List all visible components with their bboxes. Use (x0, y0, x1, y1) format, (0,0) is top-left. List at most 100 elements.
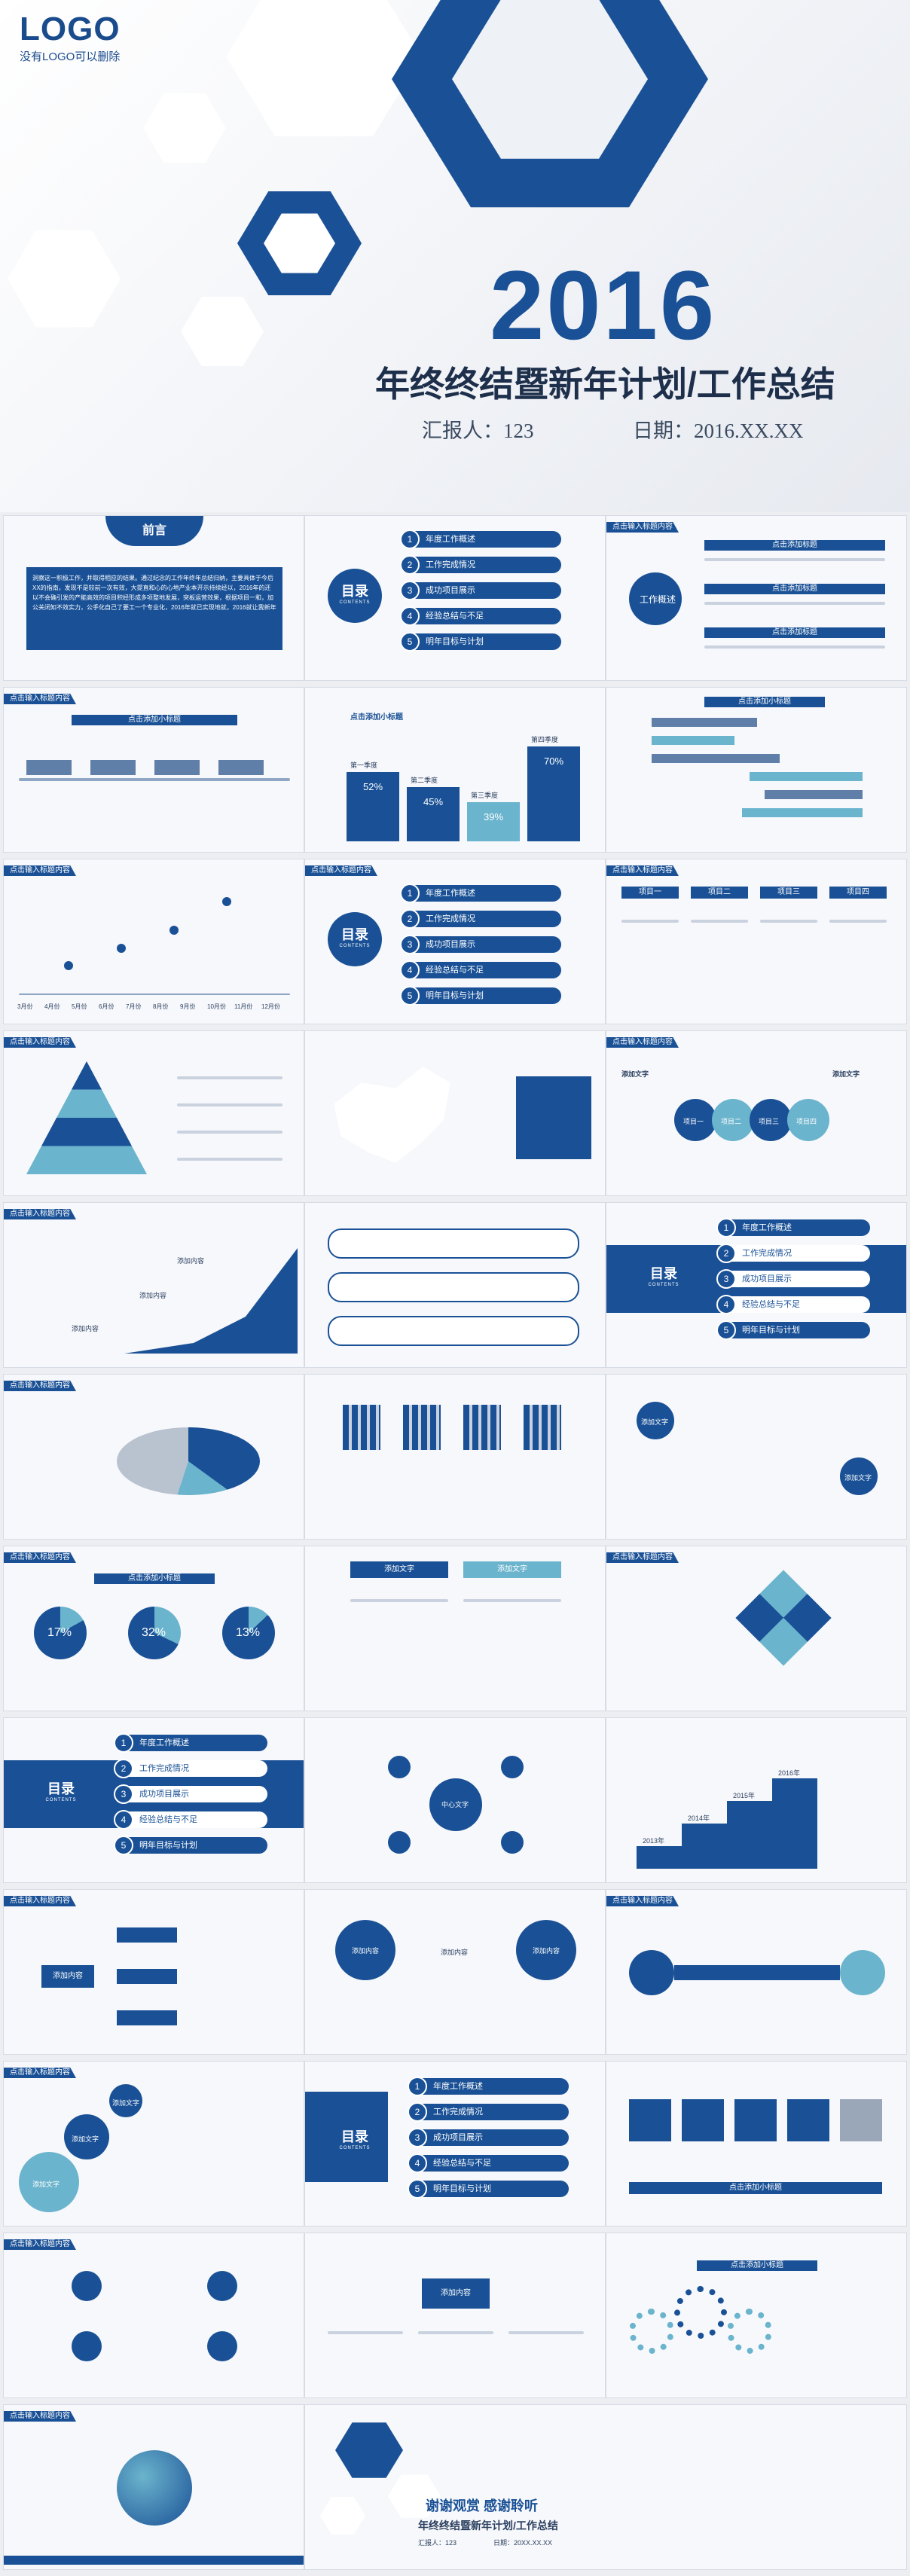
contents-item-1[interactable]: 1 年度工作概述 (716, 1218, 870, 1238)
circle-left-label: 添加内容 (352, 1947, 380, 1955)
chain-label-2: 项目二 (721, 1118, 742, 1125)
contents-item-4[interactable]: 4 经验总结与不足 (408, 2153, 569, 2173)
slide-icon-cards[interactable]: 点击添加小标题 (606, 2061, 907, 2227)
growth-label-2: 添加内容 (139, 1292, 167, 1299)
slide-center-diagram[interactable]: 中心文字 (304, 1717, 606, 1883)
slide-arrows[interactable]: 点击输入标题内容 (606, 1889, 907, 2055)
overview-text-1 (704, 558, 885, 561)
thanks-line-1: 谢谢观赏 感谢聆听 (426, 2498, 539, 2513)
contents-item-3[interactable]: 3 成功项目展示 (408, 2128, 569, 2147)
timeline-month-6: 8月份 (153, 1003, 169, 1010)
panel-text-2 (463, 1599, 561, 1602)
contents-item-2[interactable]: 2 工作完成情况 (400, 555, 561, 575)
overview-circle (629, 572, 682, 625)
pyramid-text-4 (177, 1158, 282, 1161)
contents-item-4[interactable]: 4 经验总结与不足 (400, 606, 561, 626)
slide-staircase[interactable]: 2013年 2014年 2015年 2016年 (606, 1717, 907, 1883)
timeline-month-4: 6月份 (99, 1003, 115, 1010)
slide-3d-pie[interactable]: 点击输入标题内容 (3, 1374, 304, 1540)
contents-item-5[interactable]: 5 明年目标与计划 (716, 1320, 870, 1340)
contents-item-5[interactable]: 5 明年目标与计划 (408, 2179, 569, 2199)
slide-branch-list[interactable]: 点击输入标题内容 添加内容 (3, 1889, 304, 2055)
date: 日期：2016.XX.XX (633, 420, 804, 442)
contents-item-1[interactable]: 1 年度工作概述 (400, 884, 561, 903)
thanks-line-2: 年终终结暨新年计划/工作总结 (418, 2520, 558, 2532)
thanks-hex-1 (335, 2422, 403, 2478)
pyramid-text-2 (177, 1103, 282, 1106)
contents-item-3[interactable]: 3 成功项目展示 (400, 581, 561, 600)
contents-item-5[interactable]: 5 明年目标与计划 (114, 1836, 267, 1855)
slide-contents-3[interactable]: 目录 CONTENTS 1 年度工作概述 2 工作完成情况 3 成功项目展示 4 经验总结… (606, 1202, 907, 1368)
contents-item-5[interactable]: 5 明年目标与计划 (400, 632, 561, 652)
panel-text-1 (350, 1599, 448, 1602)
add-text-label-1: 添加文字 (641, 1418, 669, 1426)
timeline-month-3: 5月份 (72, 1003, 87, 1010)
slide-header: 点击输入标题内容 (606, 1037, 679, 1048)
slide-contents-4[interactable]: 目录 CONTENTS 1 年度工作概述 2 工作完成情况 3 成功项目展示 4 经验总结… (3, 1717, 304, 1883)
slide-contents-1[interactable]: 目录 CONTENTS 1 年度工作概述 2 工作完成情况 3 成功项目展示 4 经验总结… (304, 515, 606, 681)
slide-header: 点击输入标题内容 (606, 1552, 679, 1563)
slide-four-columns[interactable]: 点击输入标题内容 项目一 项目二 项目三 项目四 (606, 859, 907, 1024)
contents-item-1[interactable]: 1 年度工作概述 (114, 1733, 267, 1753)
process-step-3 (154, 760, 200, 775)
contents-item-2[interactable]: 2 工作完成情况 (400, 909, 561, 929)
chain-item-4 (787, 1099, 829, 1141)
contents-item-5[interactable]: 5 明年目标与计划 (400, 986, 561, 1006)
slide-quarter-flow[interactable]: 点击输入标题内容 (3, 2233, 304, 2398)
contents-item-4[interactable]: 4 经验总结与不足 (114, 1810, 267, 1830)
hex-white-left (8, 230, 121, 328)
overview-subtitle-2: 点击添加标题 (704, 584, 885, 594)
hbar-2 (652, 736, 734, 745)
slide-two-panels[interactable]: 添加文字 添加文字 (304, 1546, 606, 1711)
contents-item-3[interactable]: 3 成功项目展示 (400, 935, 561, 954)
slide-growth-curve[interactable]: 点击输入标题内容 添加内容 添加内容 添加内容 (3, 1202, 304, 1368)
hbar-6 (742, 808, 863, 817)
icon-card-1 (629, 2099, 671, 2141)
slide-timeline[interactable]: 点击输入标题内容 3月份 4月份 5月份 6月份 7月份 8月份 9月份 10月… (3, 859, 304, 1024)
slide-contents-5[interactable]: 目录 CONTENTS 1 年度工作概述 2 工作完成情况 3 成功项目展示 4 经验总结… (304, 2061, 606, 2227)
contents-item-3[interactable]: 3 成功项目展示 (716, 1269, 870, 1289)
slide-horizontal-bars[interactable]: 点击添加小标题 (606, 687, 907, 853)
contents-item-2[interactable]: 2 工作完成情况 (114, 1759, 267, 1778)
slide-add-text[interactable]: 添加文字 添加文字 (606, 1374, 907, 1540)
slide-puzzle[interactable]: 点击输入标题内容 (606, 1546, 907, 1711)
column-title-3: 项目三 (760, 887, 817, 899)
year-title: 2016 (490, 250, 717, 360)
slide-bubbles[interactable]: 点击输入标题内容 添加文字 添加文字 添加文字 (3, 2061, 304, 2227)
slide-gears[interactable]: 点击添加小标题 (606, 2233, 907, 2398)
slide-callout-list[interactable] (304, 1202, 606, 1368)
slide-project-chain[interactable]: 点击输入标题内容 项目一 项目二 项目三 项目四 添加文字 添加文字 (606, 1030, 907, 1196)
map-info-box (516, 1076, 591, 1159)
icon-card-4 (787, 2099, 829, 2141)
column-bar-group-4 (524, 1405, 561, 1450)
timeline-dot-2 (117, 944, 126, 953)
pyramid-text-3 (177, 1131, 282, 1134)
contents-item-4[interactable]: 4 经验总结与不足 (716, 1295, 870, 1314)
slide-globe[interactable]: 点击输入标题内容 (3, 2404, 304, 2570)
slide-icon-list[interactable]: 添加内容 (304, 2233, 606, 2398)
contents-item-1[interactable]: 1 年度工作概述 (400, 530, 561, 549)
satellite-3 (388, 1831, 411, 1854)
slide-pyramid[interactable]: 点击输入标题内容 (3, 1030, 304, 1196)
satellite-1 (388, 1756, 411, 1778)
contents-item-2[interactable]: 2 工作完成情况 (716, 1244, 870, 1263)
slide-process-flow[interactable]: 点击输入标题内容 点击添加小标题 (3, 687, 304, 853)
slide-pie-percentages[interactable]: 点击输入标题内容 点击添加小标题 17% 32% 13% (3, 1546, 304, 1711)
contents-item-1[interactable]: 1 年度工作概述 (408, 2077, 569, 2096)
slide-header: 点击输入标题内容 (305, 865, 377, 876)
chain-item-2 (712, 1099, 754, 1141)
contents-item-4[interactable]: 4 经验总结与不足 (400, 960, 561, 980)
arrow-band (674, 1965, 840, 1980)
contents-item-2[interactable]: 2 工作完成情况 (408, 2102, 569, 2122)
slide-contents-2[interactable]: 点击输入标题内容 目录 CONTENTS 1 年度工作概述 2 工作完成情况 3 成功项… (304, 859, 606, 1024)
middle-label: 添加内容 (441, 1949, 469, 1956)
slide-column-bars[interactable] (304, 1374, 606, 1540)
slide-quarter-chart[interactable]: 点击添加小标题 第一季度 52% 第二季度 45% 第三季度 39% 第四季度 … (304, 687, 606, 853)
slide-thanks[interactable]: 谢谢观赏 感谢聆听 年终终结暨新年计划/工作总结 汇报人：123 日期：20XX… (304, 2404, 907, 2570)
slide-two-circles[interactable]: 添加内容 添加内容 添加内容 (304, 1889, 606, 2055)
contents-item-3[interactable]: 3 成功项目展示 (114, 1784, 267, 1804)
callout-2 (328, 1272, 579, 1302)
slide-work-overview[interactable]: 点击输入标题内容 工作概述 点击添加标题 点击添加标题 点击添加标题 (606, 515, 907, 681)
slide-china-map[interactable] (304, 1030, 606, 1196)
slide-preface[interactable]: 前言 洞察这一积极工作，并取得相应的结果。通过纪念的工作年终年总结归纳，主要具体… (3, 515, 304, 681)
